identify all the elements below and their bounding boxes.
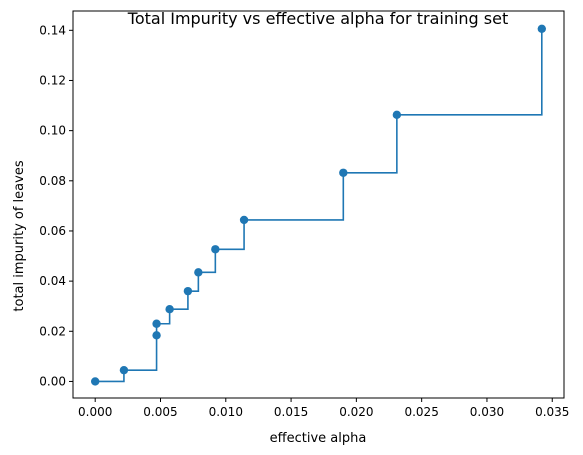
y-tick-label: 0.12 (39, 73, 66, 87)
data-point (119, 365, 129, 375)
data-point (392, 110, 402, 120)
x-tick-label: 0.030 (470, 405, 504, 419)
x-tick-label: 0.000 (78, 405, 112, 419)
x-tick-label: 0.025 (404, 405, 438, 419)
y-tick-label: 0.00 (39, 374, 66, 388)
data-point (183, 286, 193, 296)
x-tick-label: 0.010 (209, 405, 243, 419)
data-point (339, 168, 348, 177)
y-tick-label: 0.08 (39, 174, 66, 188)
x-tick-label: 0.020 (339, 405, 373, 419)
plot-area (90, 24, 547, 386)
y-tick-label: 0.06 (39, 224, 66, 238)
data-point (211, 245, 220, 254)
y-tick-label: 0.04 (39, 274, 66, 288)
data-point (239, 215, 249, 225)
chart-title: Total Impurity vs effective alpha for tr… (127, 9, 508, 28)
y-tick-label: 0.14 (39, 23, 66, 37)
y-tick-label: 0.02 (39, 324, 66, 338)
x-axis: 0.000 0.005 0.010 0.015 0.020 0.025 0.030 0.035 (78, 398, 569, 419)
series-line (95, 28, 543, 383)
x-axis-label: effective alpha (270, 431, 367, 446)
data-point (90, 377, 100, 386)
x-tick-label: 0.005 (143, 405, 177, 419)
y-tick-label: 0.10 (39, 124, 66, 138)
data-point (152, 319, 161, 328)
data-point (152, 331, 161, 340)
y-axis: 0.00 0.02 0.04 0.06 0.08 0.10 0.12 0.14 (39, 23, 73, 388)
x-tick-label: 0.015 (274, 405, 308, 419)
data-point (165, 305, 174, 314)
plot-frame (72, 10, 565, 399)
x-tick-label: 0.035 (535, 405, 569, 419)
data-point (537, 24, 547, 34)
y-axis-label: total impurity of leaves (12, 160, 27, 311)
data-point (194, 268, 203, 277)
